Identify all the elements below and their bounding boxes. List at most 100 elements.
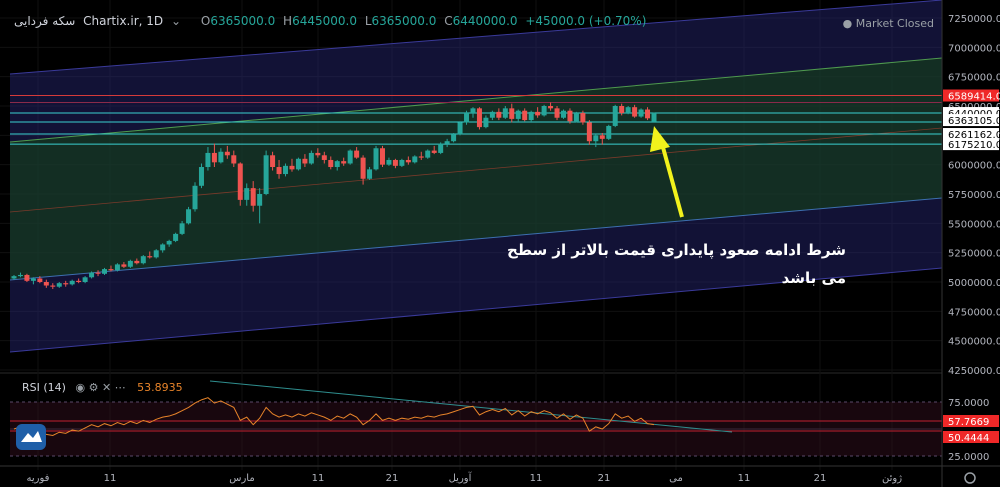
candle-body — [63, 283, 69, 285]
candle-body — [593, 135, 599, 142]
candle-body — [263, 155, 269, 194]
candle-body — [373, 148, 379, 170]
rsi-line — [13, 397, 655, 437]
candle-body — [127, 260, 133, 267]
candle-body — [95, 272, 101, 274]
candle-body — [470, 108, 476, 114]
candle-body — [567, 110, 573, 122]
rsi-label[interactable]: RSI (14) — [22, 381, 66, 394]
open-label: O — [200, 14, 211, 28]
rsi-value: 53.8935 — [137, 381, 183, 394]
candle-body — [89, 272, 95, 278]
annotation-text: شرط ادامه صعود پایداری قیمت بالاتر از سط… — [507, 241, 846, 287]
candle-body — [37, 278, 43, 282]
candle-body — [205, 152, 211, 168]
inner-channel-bottom — [9, 197, 943, 281]
candle-body — [179, 223, 185, 234]
rsi-header: RSI (14) ◉ ⚙ ✕ ⋯ 53.8935 — [22, 381, 183, 394]
candle-body — [270, 155, 276, 168]
candle-body — [580, 113, 586, 123]
high-value: 6445000.0 — [292, 14, 357, 28]
candle-body — [283, 165, 289, 175]
candle-body — [606, 125, 612, 139]
candle-body — [515, 110, 521, 119]
candle-body — [108, 269, 114, 271]
candle-body — [638, 109, 644, 117]
time-tick-label: 21 — [598, 473, 611, 484]
status-dot-icon: ● — [842, 17, 853, 30]
candle-body — [50, 285, 56, 287]
time-tick-label: می — [669, 473, 683, 484]
candle-body — [645, 109, 651, 119]
time-tick-label: 21 — [386, 473, 399, 484]
rsi-badge — [943, 431, 999, 443]
candle-body — [599, 135, 605, 139]
candle-body — [237, 163, 243, 200]
high-label: H — [283, 14, 293, 28]
eye-icon[interactable]: ◉ — [75, 381, 86, 394]
gear-icon — [964, 472, 976, 484]
arrow-head — [650, 126, 670, 152]
candle-body — [379, 148, 385, 165]
candle-body — [341, 161, 347, 164]
price-badge-label: 6261162.0 — [948, 130, 1000, 141]
candle-body — [69, 280, 75, 285]
candle-body — [612, 106, 618, 126]
candle-body — [198, 167, 204, 186]
candle-body — [444, 141, 450, 144]
candle-body — [489, 111, 495, 118]
candle-body — [43, 282, 49, 286]
candle-body — [651, 113, 657, 122]
candle-body — [30, 278, 36, 281]
source-interval[interactable]: Chartix.ir, 1D — [83, 14, 164, 28]
candle-body — [192, 185, 198, 210]
price-tick-label: 5500000.0 — [948, 219, 1000, 230]
candle-body — [438, 143, 444, 153]
candle-body — [528, 111, 534, 121]
outer-channel-top — [9, 0, 943, 75]
candle-body — [399, 159, 405, 166]
candle-body — [483, 117, 489, 128]
candle-body — [56, 283, 62, 287]
rsi-tick-label: 25.0000 — [948, 452, 989, 463]
candle-body — [386, 159, 392, 165]
price-tick-label: 5250000.0 — [948, 249, 1000, 260]
candle-body — [24, 274, 30, 281]
candle-body — [315, 152, 321, 156]
outer-channel-bottom — [9, 267, 943, 353]
market-status-text: Market Closed — [855, 17, 934, 30]
rsi-pane — [10, 380, 942, 457]
candle-body — [586, 122, 592, 142]
rsi-badge-label: 57.7669 — [948, 417, 989, 428]
settings-icon[interactable]: ⚙ — [88, 381, 99, 394]
candle-body — [134, 260, 140, 264]
time-tick-label: آوریل — [449, 471, 473, 484]
more-icon[interactable]: ⋯ — [114, 381, 126, 394]
close-icon[interactable]: ✕ — [101, 381, 112, 394]
candle-body — [289, 165, 295, 170]
chevron-down-icon[interactable]: ⌄ — [170, 14, 182, 28]
candle-body — [476, 108, 482, 128]
price-badge-label: 6589414.0 — [948, 92, 1000, 103]
candle-body — [17, 274, 23, 277]
price-tick-label: 5750000.0 — [948, 190, 1000, 201]
candle-body — [418, 156, 424, 158]
horizontal-levels — [10, 95, 942, 145]
candle-body — [153, 250, 159, 258]
price-tick-label: 6000000.0 — [948, 161, 1000, 172]
candle-body — [308, 152, 314, 164]
price-badge — [943, 128, 999, 141]
candle-body — [173, 233, 179, 241]
candle-body — [244, 188, 250, 200]
close-label: C — [444, 14, 453, 28]
symbol-name[interactable]: سکه فردایی — [14, 14, 76, 28]
candle-body — [160, 244, 166, 251]
candle-body — [121, 264, 127, 267]
change-value: +45000.0 (+0.70%) — [525, 14, 647, 28]
price-tick-label: 5000000.0 — [948, 278, 1000, 289]
candle-body — [76, 280, 82, 282]
candle-body — [619, 106, 625, 114]
candle-body — [625, 107, 631, 114]
inner-channel-top — [9, 57, 943, 143]
candle-body — [82, 277, 88, 282]
